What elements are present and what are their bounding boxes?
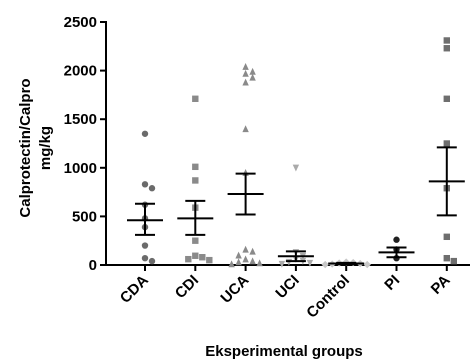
x-axis-title: Eksperimental groups [205,343,363,360]
data-point [443,140,450,147]
data-point [278,260,286,268]
x-tick-label: PA [428,272,454,298]
data-point [249,247,256,255]
data-point [242,255,249,263]
x-categories: CDA CDI UCA UCI Control PI PA [117,265,454,322]
error-bars [127,146,465,266]
data-point [443,95,450,102]
data-point [242,245,249,253]
y-tick-label: 1000 [64,160,97,177]
data-point [235,258,242,266]
data-point [148,185,156,192]
data-point [321,260,329,269]
data-point [192,237,199,244]
data-point [235,251,242,259]
data-point [249,67,256,75]
data-point [141,254,149,262]
x-tick-label: CDI [172,272,202,302]
x-tick-label: Control [303,272,353,322]
data-point [242,69,249,77]
data-point [256,259,263,267]
data-point [306,259,314,267]
data-points [141,37,457,269]
data-point [185,255,192,263]
y-tick-label: 0 [89,257,97,274]
data-point [192,95,199,102]
y-tick-label: 500 [72,208,97,225]
y-ticks: 0 500 1000 1500 2000 2500 [64,14,106,274]
data-point [443,233,450,241]
data-point [292,164,300,172]
y-tick-label: 2500 [64,14,97,31]
x-tick-label: PI [381,272,403,294]
x-tick-label: UCA [217,272,252,307]
y-axis-title: Calprotectin/Calpro mg/kg [17,78,54,217]
y-axis-title-line-2: mg/kg [37,126,54,170]
y-axis-title-line-1: Calprotectin/Calpro [17,78,34,217]
y-tick-label: 2000 [64,63,97,80]
data-point [228,260,235,268]
data-point [242,125,249,133]
data-point [393,236,400,243]
x-tick-label: UCI [272,272,302,302]
x-tick-label: CDA [117,272,152,307]
data-point [443,37,450,44]
data-point [242,63,249,70]
data-point [242,78,249,86]
data-point [141,181,149,188]
data-point [192,252,199,259]
y-tick-label: 1500 [64,111,97,128]
data-point [192,177,199,184]
axes [105,21,470,266]
data-point [249,73,256,81]
data-point [249,257,256,265]
data-point [206,256,213,264]
data-point [199,254,206,261]
data-point [363,260,371,269]
data-point [443,45,450,52]
data-point [443,254,450,262]
data-point [450,257,457,265]
data-point [141,130,149,137]
data-point [148,257,156,265]
data-point [192,163,199,171]
data-point [141,242,149,249]
